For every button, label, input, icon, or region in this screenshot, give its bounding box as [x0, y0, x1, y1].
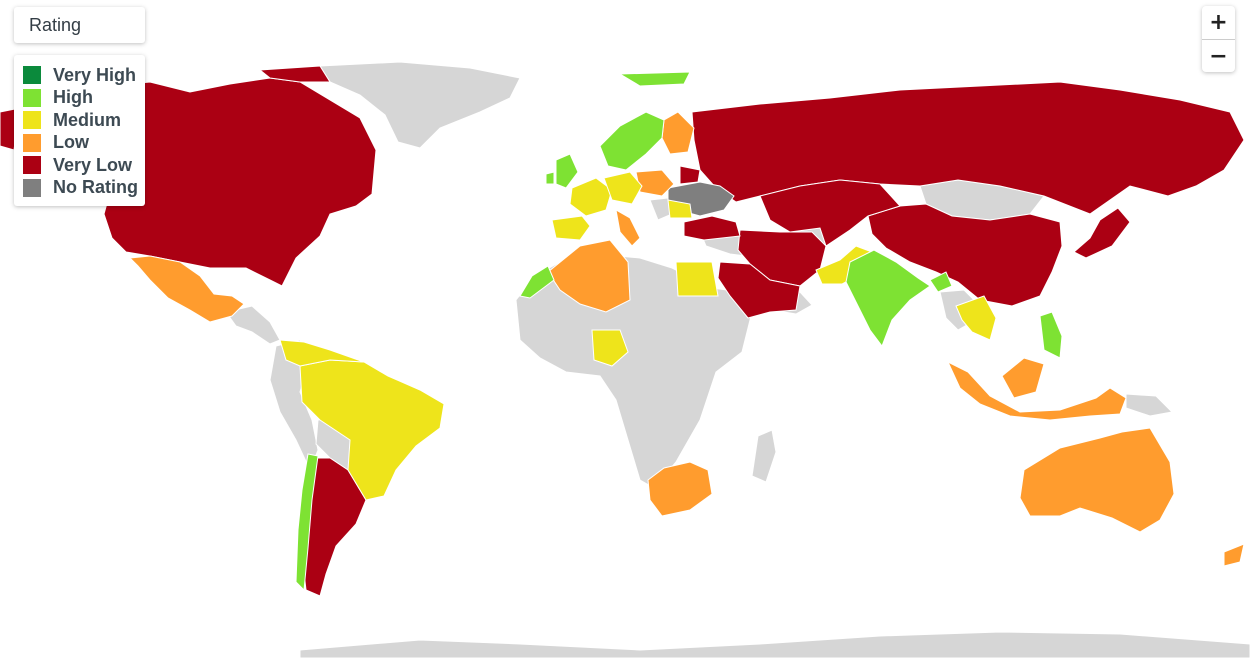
venezuela-guyana [279, 339, 365, 367]
kazakhstan-central-asia [759, 179, 901, 247]
finland [661, 111, 695, 155]
central-america [225, 305, 281, 345]
legend-item-no-rating[interactable]: No Rating [23, 177, 145, 200]
australia [1019, 427, 1175, 533]
chile [295, 453, 319, 592]
arctic-islands [258, 65, 331, 83]
legend-item-low[interactable]: Low [23, 132, 145, 155]
legend-item-very-high[interactable]: Very High [23, 64, 145, 87]
zoom-control: + − [1202, 6, 1235, 72]
turkey [683, 215, 741, 241]
rating-low [128, 111, 1245, 567]
legend-swatch [23, 156, 41, 175]
zoom-in-button[interactable]: + [1209, 10, 1228, 35]
legend-item-very-low[interactable]: Very Low [23, 154, 145, 177]
morocco [519, 265, 555, 299]
japan [1073, 207, 1131, 259]
rating-filter-box[interactable]: Rating [14, 7, 145, 43]
legend: Very High High Medium Low Very Low No Ra… [14, 55, 145, 206]
saudi-arabia [717, 261, 801, 319]
legend-label: High [53, 87, 93, 108]
uk [555, 153, 579, 189]
legend-label: No Rating [53, 177, 138, 198]
romania-area [667, 199, 693, 219]
brazil [299, 359, 445, 501]
legend-item-high[interactable]: High [23, 87, 145, 110]
south-africa [647, 461, 713, 517]
legend-label: Low [53, 132, 89, 153]
nigeria [591, 329, 629, 367]
legend-swatch [23, 133, 41, 152]
legend-label: Medium [53, 109, 122, 130]
madagascar [751, 429, 777, 483]
france [569, 177, 613, 217]
ireland [545, 171, 555, 185]
india [845, 249, 931, 348]
zoom-out-button[interactable]: − [1202, 39, 1235, 72]
greenland [319, 61, 521, 149]
germany-area [603, 171, 643, 205]
spain [551, 215, 591, 241]
africa-north [515, 253, 753, 489]
legend-swatch [23, 88, 41, 107]
legend-swatch [23, 66, 41, 85]
egypt [675, 261, 719, 297]
unrated-land [225, 61, 1250, 658]
rating-filter-label: Rating [29, 14, 82, 35]
indonesia [946, 360, 1127, 421]
thailand-vietnam [955, 295, 997, 341]
legend-label: Very High [53, 64, 137, 85]
legend-item-medium[interactable]: Medium [23, 109, 145, 132]
new-zealand [1223, 543, 1245, 567]
algeria [547, 239, 631, 313]
mexico [128, 255, 245, 323]
legend-swatch [23, 178, 41, 197]
rating-medium [279, 171, 997, 501]
philippines [1039, 311, 1063, 359]
bangladesh [929, 271, 953, 293]
belarus-area [679, 165, 701, 185]
italy-area [615, 209, 641, 247]
rating-high [295, 71, 1063, 592]
rating-very-low [0, 65, 1245, 597]
legend-label: Very Low [53, 154, 133, 175]
borneo [1001, 357, 1045, 399]
antarctica [299, 631, 1250, 658]
svalbard-green [618, 71, 691, 87]
png [1125, 393, 1174, 417]
china [867, 203, 1063, 307]
legend-swatch [23, 111, 41, 130]
scandinavia [599, 111, 665, 171]
